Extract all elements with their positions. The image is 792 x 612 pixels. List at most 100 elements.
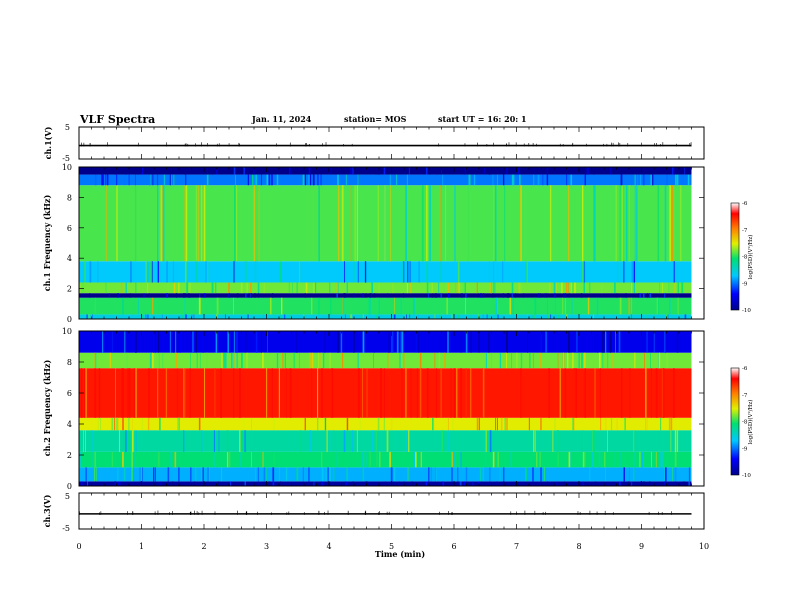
spectrogram-texture-streak: [684, 314, 687, 319]
spectrogram-texture-streak: [206, 352, 208, 369]
spectrogram-texture-streak: [321, 481, 323, 486]
time-axis-tick-labels: 0 1 2 3 4 5 6 7 8 9 10: [76, 542, 709, 551]
spectrogram-texture-streak: [409, 314, 411, 319]
spectrogram-texture-streak: [617, 261, 619, 283]
spectrogram-texture-streak: [268, 481, 271, 486]
spectrogram-texture-streak: [343, 297, 345, 315]
spectrogram-texture-streak: [333, 467, 335, 482]
spectrogram-texture-streak: [334, 167, 336, 175]
spectrogram-texture-streak: [440, 185, 442, 262]
spectrogram-texture-streak: [407, 467, 408, 482]
spectrogram-texture-streak: [392, 282, 394, 294]
spectrogram-texture-streak: [207, 261, 209, 283]
frequency-tick-label: 2: [67, 285, 72, 294]
spectrogram-texture-streak: [337, 174, 339, 186]
spectrogram-texture-streak: [286, 368, 287, 418]
spectrogram-texture-streak: [544, 293, 546, 298]
spectrogram-texture-streak: [258, 185, 260, 262]
spectrogram-texture-streak: [630, 297, 633, 315]
spectrogram-texture-streak: [162, 352, 164, 369]
time-tick-label: 4: [326, 542, 331, 551]
spectrogram-texture-streak: [476, 282, 478, 294]
spectrogram-texture-streak: [256, 331, 258, 353]
spectrogram-texture-streak: [374, 293, 376, 298]
spectrogram-texture-streak: [111, 417, 114, 431]
ch1-voltage-ticks: [78, 127, 705, 159]
spectrogram-texture-streak: [672, 467, 674, 482]
spectrogram-texture-streak: [348, 451, 350, 468]
spectrogram-texture-streak: [194, 481, 196, 486]
spectrogram-texture-streak: [451, 451, 453, 468]
frequency-tick-label: 6: [67, 224, 72, 233]
spectrogram-texture-streak: [494, 282, 496, 294]
spectrogram-band: [79, 352, 704, 369]
spectrogram-texture-streak: [149, 174, 151, 186]
spectrogram-texture-streak: [674, 430, 676, 452]
spectrogram-texture-streak: [280, 297, 283, 315]
spectrogram-texture-streak: [581, 185, 584, 262]
spectrogram-texture-streak: [200, 185, 203, 262]
spectrogram-texture-streak: [117, 481, 119, 486]
spectrogram-texture-streak: [346, 282, 348, 294]
spectrogram-texture-streak: [356, 185, 358, 262]
spectrogram-texture-streak: [333, 430, 335, 452]
spectrogram-texture-streak: [403, 261, 405, 283]
spectrogram-texture-streak: [158, 417, 161, 431]
spectrogram-texture-streak: [329, 430, 331, 452]
spectrogram-texture-streak: [178, 467, 180, 482]
spectrogram-texture-streak: [538, 293, 540, 298]
spectrogram-texture-streak: [270, 297, 272, 315]
spectrogram-texture-streak: [143, 293, 145, 298]
spectrogram-texture-streak: [213, 430, 215, 452]
spectrogram-texture-streak: [272, 467, 275, 482]
colorbar-tick-label: -7: [742, 393, 748, 399]
spectrogram-texture-streak: [651, 368, 652, 418]
spectrogram-texture-streak: [145, 261, 147, 283]
spectrogram-texture-streak: [593, 430, 595, 452]
spectrogram-texture-streak: [443, 282, 445, 294]
spectrogram-texture-streak: [161, 314, 163, 319]
spectrogram-texture-streak: [406, 282, 409, 294]
spectrogram-texture-streak: [605, 331, 607, 353]
spectrogram-texture-streak: [179, 331, 181, 353]
spectrogram-texture-streak: [255, 174, 258, 186]
spectrogram-texture-streak: [478, 331, 480, 353]
spectrogram-texture-streak: [218, 430, 220, 452]
colorbar-tick-label: -7: [742, 228, 748, 234]
spectrogram-texture-streak: [254, 293, 256, 298]
spectrogram-texture-streak: [440, 368, 442, 418]
ch3-voltage-ylabel: ch.3(V): [42, 494, 52, 527]
spectrogram-texture-streak: [390, 331, 393, 353]
spectrogram-texture-streak: [197, 185, 199, 262]
spectrogram-texture-streak: [201, 430, 203, 452]
spectrogram-texture-streak: [251, 451, 252, 468]
spectrogram-texture-streak: [271, 293, 274, 298]
time-tick-label: 1: [139, 542, 144, 551]
spectrogram-texture-streak: [116, 174, 118, 186]
spectrogram-texture-streak: [213, 368, 216, 418]
spectrogram-texture-streak: [457, 467, 459, 482]
spectrogram-texture-streak: [384, 481, 386, 486]
spectrogram-texture-streak: [233, 297, 234, 315]
spectrogram-texture-streak: [676, 314, 678, 319]
spectrogram-texture-streak: [646, 417, 648, 431]
spectrogram-texture-streak: [175, 352, 178, 369]
spectrogram-texture-streak: [284, 352, 286, 369]
spectrogram-texture-streak: [311, 368, 313, 418]
spectrogram-texture-streak: [344, 293, 346, 298]
spectrogram-texture-streak: [619, 451, 621, 468]
spectrogram-texture-streak: [414, 451, 416, 468]
spectrogram-texture-streak: [84, 368, 86, 418]
spectrogram-texture-streak: [170, 174, 172, 186]
spectrogram-texture-streak: [386, 430, 389, 452]
spectrogram-texture-streak: [239, 430, 241, 452]
spectrogram-texture-streak: [377, 297, 379, 315]
spectrogram-texture-streak: [221, 467, 223, 482]
spectrogram-texture-streak: [631, 481, 633, 486]
spectrogram-texture-streak: [568, 174, 570, 186]
spectrogram-texture-streak: [611, 352, 613, 369]
spectrogram-texture-streak: [507, 293, 510, 298]
spectrogram-texture-streak: [574, 417, 576, 431]
spectrogram-texture-streak: [302, 467, 304, 482]
spectrogram-texture-streak: [133, 368, 135, 418]
